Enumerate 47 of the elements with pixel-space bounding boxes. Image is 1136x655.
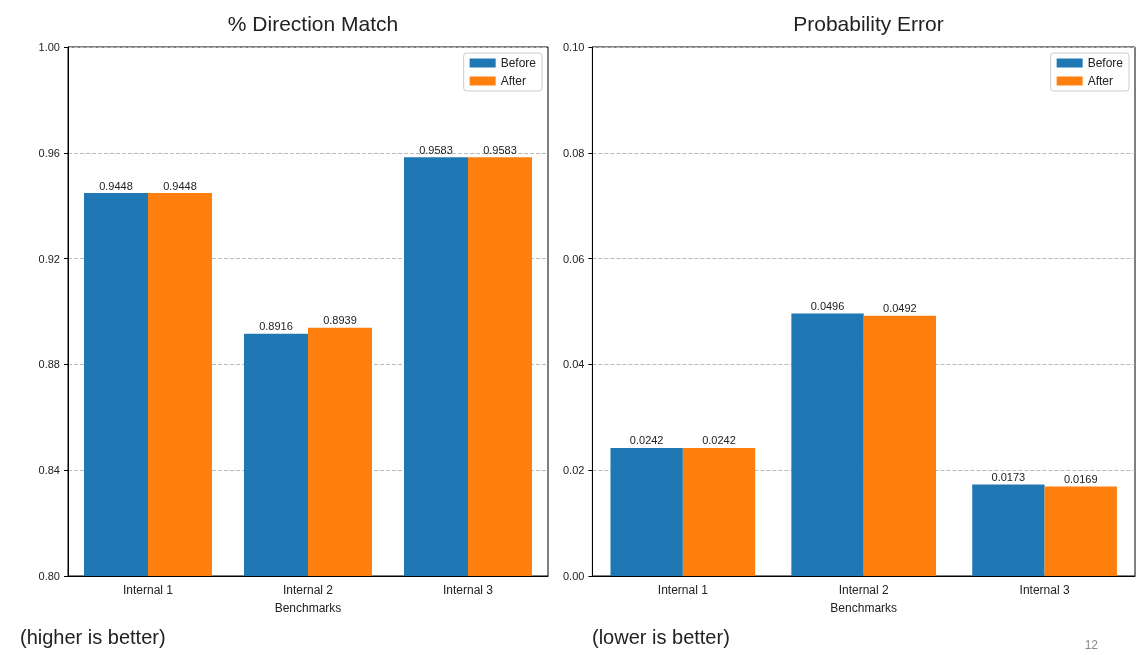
bar [610, 447, 683, 576]
x-tick-label: Internal 1 [122, 583, 174, 597]
data-label: 0.0496 [810, 300, 845, 313]
y-tick-label: 0.02 [562, 464, 585, 477]
text: (higher is better) [20, 626, 166, 649]
x-tick-label: Internal 1 [657, 583, 709, 597]
x-tick-label: Internal 2 [838, 583, 890, 597]
bar [791, 313, 864, 576]
y-tick-label: 0.92 [38, 252, 60, 265]
legend-label: After [500, 74, 526, 88]
y-tick-label: 0.10 [562, 41, 585, 53]
data-label: 0.0242 [702, 434, 736, 447]
y-tick-label: 0.08 [562, 146, 585, 159]
chart-title: % Direction Match [227, 12, 399, 35]
data-label: 0.0169 [1063, 473, 1098, 486]
legend-label: Before [1087, 56, 1124, 70]
data-label: 0.8916 [259, 320, 293, 333]
text: 12 [1084, 638, 1098, 652]
data-label: 0.0173 [991, 470, 1026, 483]
bar [682, 447, 756, 576]
y-tick-label: 0.88 [38, 358, 60, 371]
chart-title: Probability Error [793, 12, 944, 35]
y-tick-label: 0.00 [562, 570, 585, 582]
bar [863, 315, 937, 576]
data-label: 0.0242 [629, 434, 664, 447]
y-tick-label: 0.80 [38, 570, 60, 582]
x-tick-label: Internal 2 [282, 583, 334, 597]
bar [972, 484, 1045, 576]
legend-label: After [1087, 74, 1113, 88]
data-label: 0.9583 [419, 143, 453, 156]
y-tick-label: 0.84 [38, 464, 60, 477]
legend-label: Before [500, 56, 537, 70]
x-axis-title: Benchmarks [274, 601, 342, 615]
data-label: 0.9448 [99, 179, 133, 192]
x-tick-label: Internal 3 [442, 583, 494, 597]
y-tick-label: 0.04 [562, 358, 585, 371]
data-label: 0.8939 [323, 314, 357, 327]
text: (lower is better) [592, 626, 730, 649]
x-axis-title: Benchmarks [830, 601, 898, 615]
data-label: 0.9448 [163, 179, 197, 192]
y-tick-label: 1.00 [38, 41, 60, 53]
y-tick-label: 0.06 [562, 252, 585, 265]
y-tick-label: 0.96 [38, 146, 60, 159]
bar [1044, 486, 1117, 576]
data-label: 0.9583 [483, 143, 517, 156]
data-label: 0.0492 [883, 302, 917, 315]
x-tick-label: Internal 3 [1019, 583, 1070, 597]
